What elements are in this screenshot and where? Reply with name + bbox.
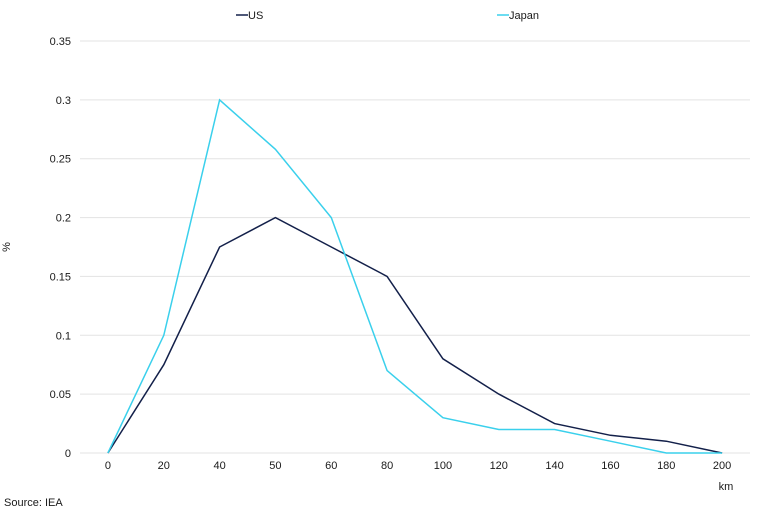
series-lines <box>107 98 723 454</box>
legend: US Japan <box>236 10 539 22</box>
series-line-us <box>107 216 723 454</box>
x-tick-label: 160 <box>601 460 619 472</box>
x-tick-label: 200 <box>713 460 731 472</box>
x-axis-ticks: 0 20 40 50 60 80 100 120 140 160 180 200 <box>105 460 731 472</box>
source-note: Source: IEA <box>4 497 63 509</box>
x-tick-label: 40 <box>213 460 225 472</box>
legend-label-japan: Japan <box>509 10 539 22</box>
x-axis-label: km <box>719 481 734 493</box>
y-tick-label: 0 <box>65 448 71 460</box>
x-tick-label: 20 <box>158 460 170 472</box>
y-axis-ticks: 0 0.05 0.1 0.15 0.2 0.25 0.3 0.35 <box>50 36 71 460</box>
legend-label-us: US <box>248 10 263 22</box>
y-tick-label: 0.3 <box>56 95 71 107</box>
x-tick-label: 140 <box>545 460 563 472</box>
y-tick-label: 0.25 <box>50 154 71 166</box>
y-tick-label: 0.1 <box>56 330 71 342</box>
y-tick-label: 0.15 <box>50 271 71 283</box>
y-tick-label: 0.35 <box>50 36 71 48</box>
x-tick-label: 180 <box>657 460 675 472</box>
x-tick-label: 0 <box>105 460 111 472</box>
y-tick-label: 0.2 <box>56 213 71 225</box>
x-tick-label: 100 <box>434 460 452 472</box>
y-axis-label: % <box>1 242 13 252</box>
x-tick-label: 120 <box>490 460 508 472</box>
x-tick-label: 60 <box>325 460 337 472</box>
series-line-japan <box>107 98 723 454</box>
x-tick-label: 50 <box>269 460 281 472</box>
y-tick-label: 0.05 <box>50 389 71 401</box>
x-tick-label: 80 <box>381 460 393 472</box>
gridlines <box>80 40 750 454</box>
